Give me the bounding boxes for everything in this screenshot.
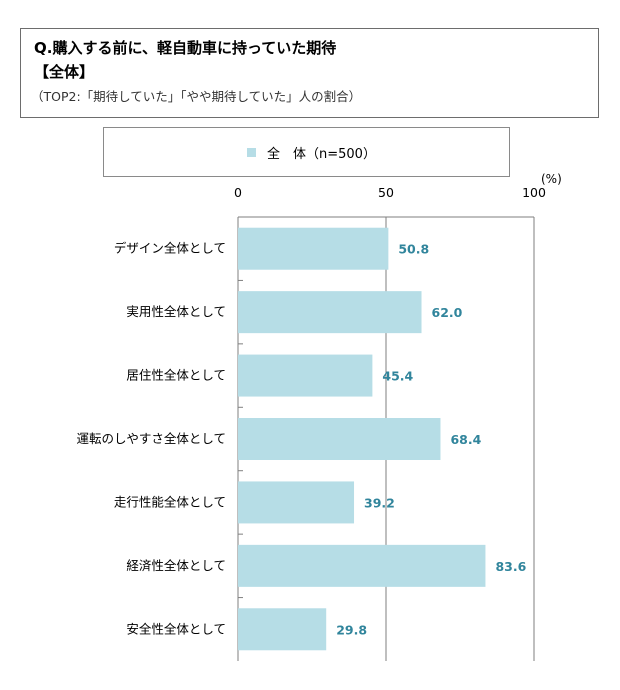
data-label: 50.8	[398, 242, 429, 257]
x-tick-label: 100	[522, 185, 546, 200]
bar	[238, 481, 355, 524]
data-label: 68.4	[450, 432, 481, 447]
legend-swatch	[247, 148, 256, 157]
x-tick-label: 50	[378, 185, 394, 200]
bar	[238, 227, 389, 270]
bar	[238, 291, 422, 334]
data-label: 29.8	[336, 622, 367, 637]
data-label: 83.6	[495, 559, 526, 574]
category-label: 走行性能全体として	[114, 494, 226, 509]
unit-label: (%)	[541, 172, 562, 186]
category-label: 実用性全体として	[126, 304, 226, 319]
bar	[238, 354, 373, 397]
data-label: 45.4	[382, 369, 413, 384]
category-label: デザイン全体として	[114, 241, 226, 256]
question-title: Q.購入する前に、軽自動車に持っていた期待	[34, 39, 337, 57]
question-note: （TOP2:「期待していた」「やや期待していた」人の割合）	[31, 89, 362, 104]
category-label: 安全性全体として	[126, 621, 226, 636]
category-label: 運転のしやすさ全体として	[76, 431, 226, 446]
bar	[238, 544, 486, 587]
data-label: 39.2	[364, 495, 395, 510]
bar	[238, 418, 441, 460]
category-label: 経済性全体として	[126, 558, 226, 573]
bar	[238, 608, 327, 651]
legend-label: 全 体（n=500）	[267, 147, 376, 162]
segment-label: 【全体】	[34, 63, 95, 81]
x-tick-label: 0	[234, 185, 242, 200]
category-label: 居住性全体として	[126, 368, 226, 383]
question-box: Q.購入する前に、軽自動車に持っていた期待 【全体】 （TOP2:「期待していた…	[20, 28, 599, 118]
data-label: 62.0	[432, 305, 463, 320]
legend: 全 体（n=500）	[103, 127, 510, 177]
